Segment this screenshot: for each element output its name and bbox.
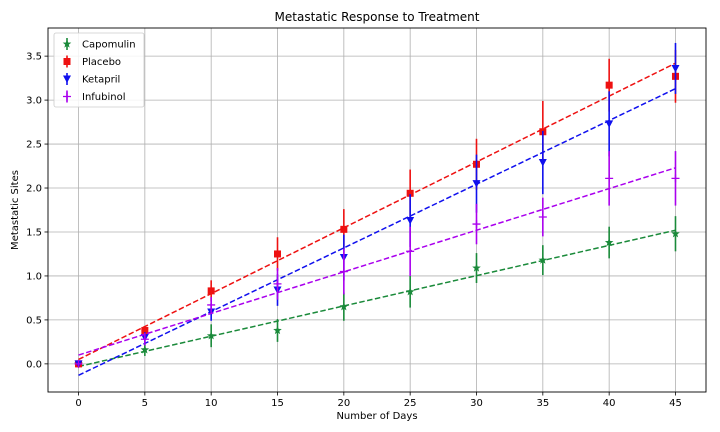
data-point	[406, 217, 415, 225]
data-point	[274, 250, 282, 258]
trend-line	[78, 87, 676, 376]
y-tick-label: 3.5	[26, 52, 42, 63]
series-ketapril	[74, 42, 680, 376]
x-axis-title: Number of Days	[336, 411, 417, 422]
y-axis-title: Metastatic Sites	[10, 170, 21, 250]
data-point	[141, 326, 149, 334]
y-tick-label: 0.0	[26, 359, 42, 370]
legend-marker	[63, 75, 71, 83]
legend-marker	[63, 58, 71, 65]
data-point	[406, 247, 415, 256]
trend-line	[78, 167, 676, 356]
trend-line	[78, 62, 676, 361]
data-point	[671, 174, 680, 183]
y-tick-label: 2.0	[26, 184, 42, 195]
data-point	[605, 81, 613, 89]
y-tick-label: 0.5	[26, 315, 42, 326]
legend-box	[53, 32, 145, 108]
chart-title: Metastatic Response to Treatment	[275, 10, 480, 24]
data-point	[472, 263, 481, 272]
data-point	[604, 238, 614, 247]
y-tick-label: 2.5	[26, 140, 42, 151]
data-point	[340, 225, 348, 233]
x-tick-label: 15	[271, 398, 284, 409]
x-tick-label: 5	[142, 398, 148, 409]
data-point	[206, 331, 216, 340]
data-point	[538, 213, 547, 222]
y-tick-label: 1.0	[26, 271, 42, 282]
x-tick-label: 25	[404, 398, 417, 409]
legend-marker	[62, 39, 72, 48]
data-point	[273, 279, 282, 288]
data-point	[339, 302, 349, 311]
plot-frame	[47, 27, 707, 393]
trend-line	[78, 229, 676, 368]
series-capomulin	[74, 216, 680, 368]
x-tick-label: 40	[603, 398, 616, 409]
data-point	[605, 174, 614, 183]
y-tick-label: 1.5	[26, 227, 42, 238]
x-tick-label: 45	[669, 398, 682, 409]
legend-label: Infubinol	[82, 92, 126, 103]
data-point	[605, 120, 614, 128]
legend-label: Capomulin	[82, 40, 136, 51]
x-tick-label: 0	[75, 398, 81, 409]
data-point	[472, 220, 481, 229]
x-tick-label: 30	[470, 398, 483, 409]
data-point	[207, 300, 216, 309]
x-tick-label: 20	[337, 398, 350, 409]
data-point	[405, 287, 415, 296]
legend-marker	[63, 92, 71, 101]
data-point	[273, 325, 282, 335]
x-tick-label: 10	[205, 398, 218, 409]
legend-label: Ketapril	[82, 75, 120, 86]
data-point	[671, 64, 680, 73]
plot-series	[74, 42, 680, 376]
data-point	[406, 189, 414, 197]
series-infubinol	[74, 151, 680, 368]
data-point	[140, 345, 150, 354]
y-tick-label: 3.0	[26, 96, 42, 107]
data-point	[538, 159, 547, 167]
data-point	[671, 229, 680, 238]
legend: Capomulin Placebo Ketapril Infubinol	[53, 32, 145, 108]
data-point	[140, 335, 149, 344]
data-point	[339, 267, 348, 276]
data-point	[472, 180, 481, 188]
data-point	[207, 287, 215, 295]
x-tick-label: 35	[536, 398, 549, 409]
legend-label: Placebo	[82, 57, 121, 68]
data-point	[538, 255, 548, 264]
data-point	[74, 359, 83, 368]
